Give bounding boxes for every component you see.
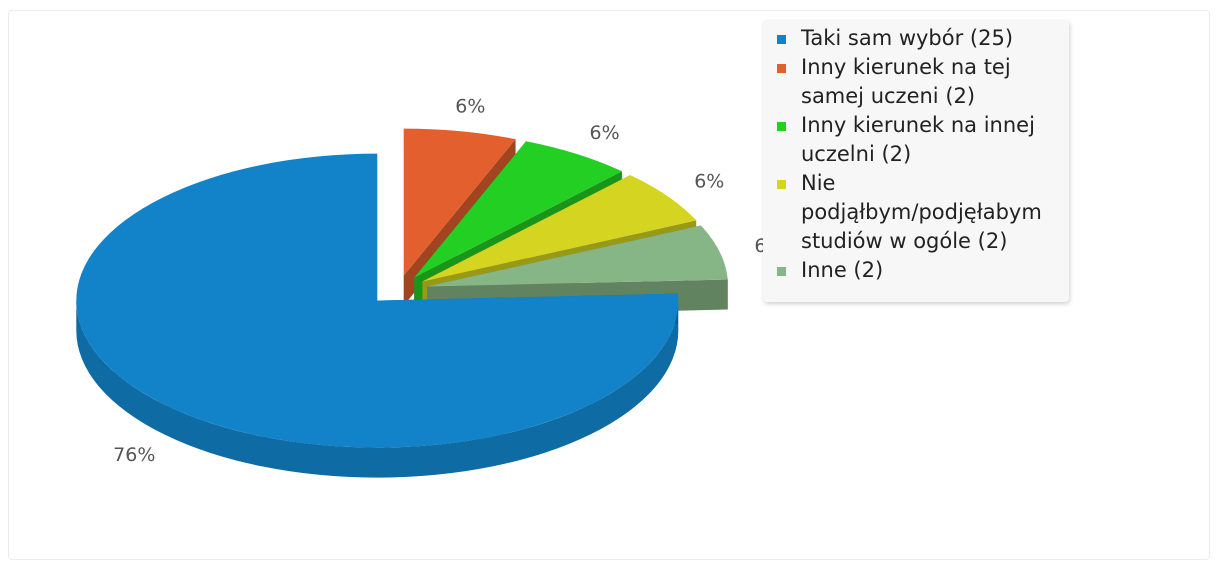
legend-swatch: [777, 267, 786, 276]
legend-item: Inny kierunek na tej samej uczeni (2): [777, 53, 1059, 111]
pie-slice: [414, 141, 622, 278]
slice-percent-label: 6%: [590, 122, 620, 144]
legend-label-line: Inny kierunek na tej: [801, 55, 1011, 79]
legend-label-line: samej uczeni (2): [801, 84, 976, 108]
legend-swatch: [777, 35, 786, 44]
pie-slice-side: [76, 300, 679, 478]
legend-item: Taki sam wybór (25): [777, 24, 1059, 53]
legend-label-line: podjąłbym/podjęłabym: [801, 200, 1042, 224]
legend-label-line: uczelni (2): [801, 142, 912, 166]
pie-slice: [422, 175, 697, 282]
legend-swatch: [777, 180, 786, 189]
slice-percent-label: 6%: [455, 96, 485, 118]
pie-slice: [427, 225, 728, 287]
legend-label-line: Nie: [801, 171, 836, 195]
legend-swatch: [777, 122, 786, 131]
chart-legend: Taki sam wybór (25) Inny kierunek na tej…: [763, 20, 1069, 302]
slice-percent-label: 6%: [694, 171, 724, 193]
legend-label-line: studiów w ogóle (2): [801, 229, 1008, 253]
pie-slice: [76, 153, 679, 448]
legend-swatch: [777, 64, 786, 73]
pie-slice: [403, 128, 516, 276]
legend-label-line: Inne (2): [801, 258, 884, 282]
legend-item: Nie podjąłbym/podjęłabym studiów w ogóle…: [777, 169, 1059, 256]
legend-label-line: Taki sam wybór (25): [801, 26, 1014, 50]
legend-label-line: Inny kierunek na innej: [801, 113, 1035, 137]
legend-item: Inny kierunek na innej uczelni (2): [777, 111, 1059, 169]
slice-percent-label: 76%: [113, 444, 155, 466]
legend-item: Inne (2): [777, 256, 1059, 285]
